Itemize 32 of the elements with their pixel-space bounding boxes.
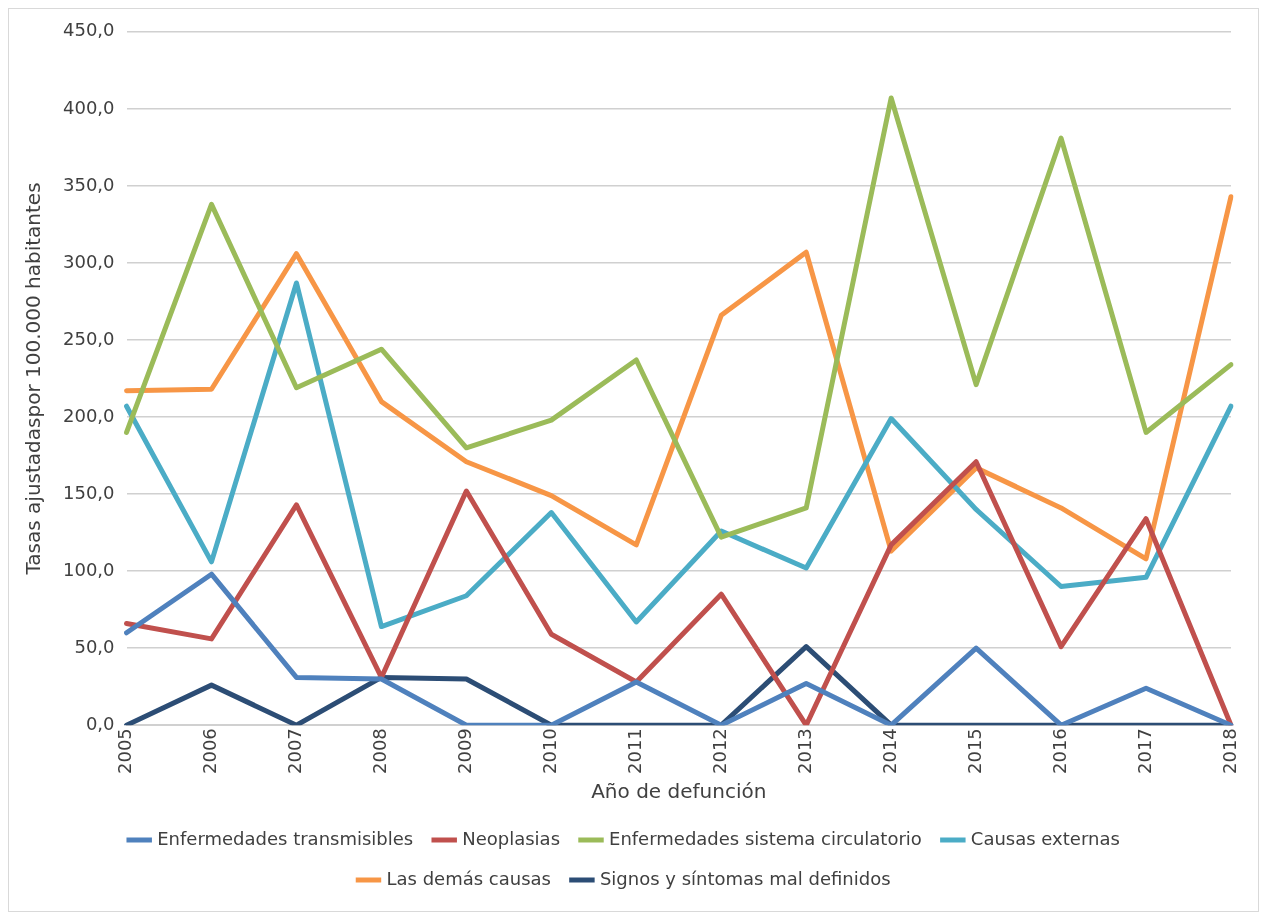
x-tick-label: 2005 [114, 728, 136, 774]
legend-label: Causas externas [970, 827, 1120, 849]
y-tick-label: 450,0 [63, 19, 115, 41]
legend-label: Signos y síntomas mal definidos [599, 867, 891, 889]
y-tick-label: 400,0 [63, 96, 115, 118]
y-tick-label: 350,0 [63, 173, 115, 195]
x-tick-label: 2015 [963, 728, 985, 774]
x-tick-label: 2006 [199, 728, 221, 774]
x-tick-label: 2011 [623, 728, 645, 774]
legend-label: Enfermedades transmisibles [157, 827, 414, 849]
x-tick-label: 2017 [1133, 728, 1155, 774]
x-tick-label: 2016 [1048, 728, 1070, 774]
y-tick-label: 0,0 [85, 712, 115, 734]
x-axis-title: Año de defunción [591, 779, 767, 804]
legend-label: Enfermedades sistema circulatorio [609, 827, 922, 849]
x-tick-label: 2013 [793, 728, 815, 774]
y-tick-label: 150,0 [63, 481, 115, 503]
x-tick-label: 2007 [284, 728, 306, 774]
x-tick-label: 2009 [454, 728, 476, 774]
x-tick-label: 2012 [708, 728, 730, 774]
legend-label: Neoplasias [462, 827, 561, 849]
y-tick-label: 100,0 [63, 558, 115, 580]
x-tick-label: 2010 [539, 728, 560, 774]
y-tick-label: 300,0 [63, 250, 115, 272]
x-tick-label: 2014 [878, 728, 900, 774]
x-tick-label: 2008 [369, 728, 391, 774]
y-tick-label: 200,0 [63, 404, 115, 426]
y-tick-label: 250,0 [63, 327, 115, 349]
y-axis-title: Tasas ajustadaspor 100.000 habitantes [21, 182, 46, 576]
legend-label: Las demás causas [386, 867, 551, 889]
y-tick-label: 50,0 [74, 635, 115, 657]
x-tick-label: 2018 [1218, 728, 1240, 774]
